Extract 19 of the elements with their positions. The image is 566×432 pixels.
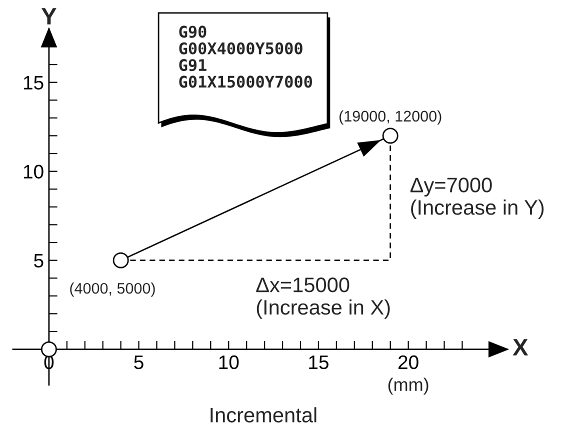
y-axis-title: Y — [41, 8, 56, 24]
x-tick-label: 5 — [134, 356, 144, 370]
annotation: Δx=15000 (Increase in X) — [256, 278, 390, 319]
point — [382, 128, 398, 144]
x-tick-label: 20 — [398, 355, 418, 370]
y-tick-label: 10 — [24, 164, 44, 179]
y-tick-label: 5 — [34, 254, 44, 268]
point — [112, 252, 129, 268]
annotation: (4000, 5000) — [70, 282, 155, 297]
x-tick-label: 10 — [219, 355, 239, 370]
y-tick-label: 15 — [24, 76, 44, 90]
x-axis-title: X — [512, 339, 528, 356]
x-tick-label: 15 — [309, 356, 328, 370]
annotation: (19000, 12000) — [339, 110, 442, 125]
text: Incremental — [210, 407, 316, 422]
annotation: G90 G00X4000Y5000 G91 G01X15000Y7000 — [179, 26, 312, 88]
point — [40, 341, 57, 358]
annotation: Δy=7000 (Increase in Y) — [410, 178, 544, 219]
annotation: (mm) — [388, 378, 428, 395]
